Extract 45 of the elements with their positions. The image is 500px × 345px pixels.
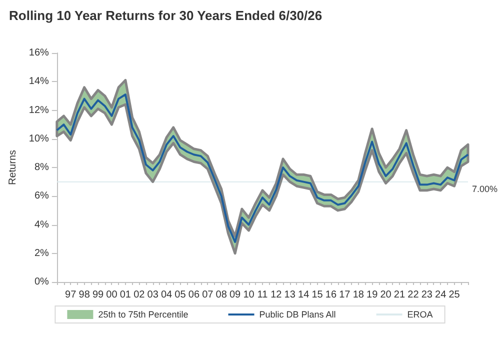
x-tick-label: 12 [270, 290, 282, 300]
x-tick-label: 98 [78, 290, 90, 300]
y-tick-label: 12% [28, 104, 50, 116]
x-tick-label: 06 [188, 290, 200, 300]
x-tick-label: 16 [325, 290, 337, 300]
x-tick-label: 99 [92, 290, 104, 300]
x-tick-label: 15 [312, 290, 324, 300]
y-tick-label: 6% [34, 190, 50, 202]
x-tick-label: 20 [380, 290, 392, 300]
x-tick-label: 09 [229, 290, 242, 300]
x-tick-label: 08 [216, 290, 228, 300]
x-tick-label: 00 [106, 290, 118, 300]
y-tick-label: 14% [28, 76, 50, 88]
y-tick-label: 0% [34, 276, 50, 288]
x-tick-label: 19 [366, 290, 378, 300]
x-tick-label: 10 [243, 290, 255, 300]
x-tick-label: 07 [202, 290, 214, 300]
text: 7.00% [472, 184, 498, 194]
x-tick-label: 22 [408, 290, 420, 300]
x-tick-label: 24 [435, 290, 447, 300]
legend-label: EROA [407, 310, 433, 320]
legend-label: 25th to 75th Percentile [98, 310, 188, 320]
x-tick-label: 23 [421, 290, 433, 300]
y-tick-label: 16% [28, 48, 50, 58]
x-tick-label: 04 [160, 290, 173, 300]
x-tick-label: 02 [134, 290, 146, 300]
chart-title: Rolling 10 Year Returns for 30 Years Ended 6/30/26 [9, 8, 322, 23]
x-tick-label: 18 [352, 290, 364, 300]
x-tick-label: 03 [147, 290, 159, 300]
x-tick-label: 05 [174, 290, 186, 300]
x-tick-label: 25 [448, 290, 460, 300]
x-tick-label: 11 [257, 290, 268, 300]
x-tick-label: 14 [298, 290, 310, 300]
x-tick-label: 21 [394, 290, 406, 300]
y-tick-label: 8% [34, 162, 50, 173]
x-tick-label: 01 [120, 290, 132, 300]
x-tick-label: 13 [284, 290, 296, 300]
x-tick-label: 97 [65, 290, 77, 300]
y-tick-label: 10% [28, 133, 50, 144]
x-tick-label: 17 [339, 290, 351, 300]
y-tick-label: 2% [34, 248, 50, 259]
line-series [56, 94, 469, 243]
legend-label: Public DB Plans All [259, 310, 336, 320]
y-tick-label: 4% [34, 219, 50, 230]
y-axis-title: Returns [8, 150, 18, 186]
